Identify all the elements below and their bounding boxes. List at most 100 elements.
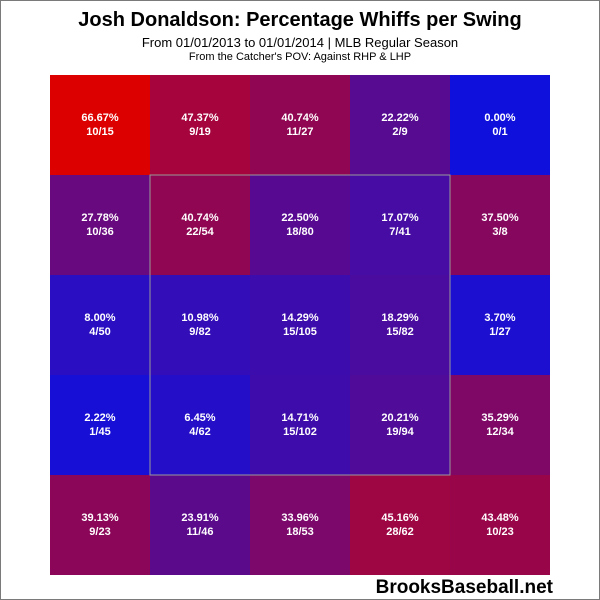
- chart-note: From the Catcher's POV: Against RHP & LH…: [188, 51, 412, 63]
- zone-cell-r0-c1: 47.37% 9/19: [150, 75, 250, 175]
- chart-title: Josh Donaldson: Percentage Whiffs per Sw…: [78, 9, 522, 31]
- zone-cell-percent: 40.74%: [181, 212, 219, 224]
- zone-cell-percent: 17.07%: [381, 212, 419, 224]
- watermark: BrooksBaseball.net: [375, 577, 553, 598]
- zone-cell-count: 18/53: [286, 526, 314, 538]
- zone-cell-percent: 22.50%: [281, 212, 319, 224]
- zone-cell-count: 10/15: [86, 126, 114, 138]
- zone-cell-fill: [250, 75, 350, 175]
- zone-cell-percent: 3.70%: [484, 312, 515, 324]
- zone-cell-r4-c3: 45.16% 28/62: [350, 475, 450, 575]
- zone-cell-count: 10/23: [486, 526, 514, 538]
- zone-cell-percent: 23.91%: [181, 512, 219, 524]
- zone-cell-percent: 47.37%: [181, 112, 219, 124]
- zone-cell-fill: [450, 275, 550, 375]
- zone-cell-count: 11/27: [287, 126, 314, 138]
- zone-cell-r3-c2: 14.71% 15/102: [250, 375, 350, 475]
- zone-cell-count: 28/62: [386, 526, 414, 538]
- zone-cell-percent: 14.29%: [281, 312, 319, 324]
- zone-cell-fill: [150, 475, 250, 575]
- zone-cell-percent: 18.29%: [381, 312, 419, 324]
- zone-cell-percent: 39.13%: [81, 512, 119, 524]
- zone-cell-fill: [50, 275, 150, 375]
- zone-cell-count: 19/94: [386, 426, 414, 438]
- zone-cell-fill: [450, 475, 550, 575]
- zone-cell-r2-c4: 3.70% 1/27: [450, 275, 550, 375]
- zone-cell-percent: 6.45%: [184, 412, 215, 424]
- chart-subtitle: From 01/01/2013 to 01/01/2014 | MLB Regu…: [141, 35, 459, 50]
- zone-cell-percent: 0.00%: [484, 112, 515, 124]
- zone-cell-percent: 43.48%: [481, 512, 519, 524]
- zone-cell-count: 10/36: [86, 226, 114, 238]
- zone-cell-percent: 22.22%: [381, 112, 419, 124]
- zone-cell-count: 3/8: [492, 226, 507, 238]
- zone-cell-r1-c0: 27.78% 10/36: [50, 175, 150, 275]
- zone-cell-fill: [150, 275, 250, 375]
- zone-cell-percent: 66.67%: [81, 112, 119, 124]
- zone-cell-count: 9/23: [89, 526, 110, 538]
- zone-cell-fill: [450, 375, 550, 475]
- strike-zone-outline: [149, 174, 451, 476]
- zone-cell-count: 1/27: [489, 326, 510, 338]
- zone-cell-r2-c0: 8.00% 4/50: [50, 275, 150, 375]
- zone-cell-r1-c3: 17.07% 7/41: [350, 175, 450, 275]
- zone-cell-fill: [50, 375, 150, 475]
- zone-cell-r4-c4: 43.48% 10/23: [450, 475, 550, 575]
- zone-cell-r4-c0: 39.13% 9/23: [50, 475, 150, 575]
- zone-cell-r2-c1: 10.98% 9/82: [150, 275, 250, 375]
- zone-cell-percent: 10.98%: [181, 312, 219, 324]
- zone-cell-fill: [50, 475, 150, 575]
- zone-cell-count: 12/34: [486, 426, 514, 438]
- zone-cell-fill: [150, 175, 250, 275]
- zone-cell-fill: [250, 375, 350, 475]
- zone-cell-count: 22/54: [186, 226, 214, 238]
- zone-cell-fill: [450, 75, 550, 175]
- zone-cell-count: 9/19: [189, 126, 210, 138]
- zone-cell-r1-c2: 22.50% 18/80: [250, 175, 350, 275]
- zone-cell-percent: 35.29%: [481, 412, 519, 424]
- zone-cell-percent: 33.96%: [281, 512, 319, 524]
- zone-cell-count: 15/82: [386, 326, 414, 338]
- zone-cell-count: 1/45: [89, 426, 110, 438]
- zone-cell-count: 2/9: [392, 126, 407, 138]
- zone-cell-percent: 20.21%: [381, 412, 419, 424]
- zone-cell-r1-c1: 40.74% 22/54: [150, 175, 250, 275]
- zone-cell-fill: [350, 275, 450, 375]
- zone-cell-percent: 27.78%: [81, 212, 119, 224]
- zone-cell-count: 7/41: [389, 226, 410, 238]
- zone-cell-fill: [350, 475, 450, 575]
- zone-cell-fill: [50, 75, 150, 175]
- zone-cell-fill: [150, 375, 250, 475]
- zone-cell-fill: [250, 175, 350, 275]
- zone-cell-r4-c1: 23.91% 11/46: [150, 475, 250, 575]
- zone-cell-r3-c3: 20.21% 19/94: [350, 375, 450, 475]
- zone-cell-fill: [50, 175, 150, 275]
- zone-cell-r2-c2: 14.29% 15/105: [250, 275, 350, 375]
- zone-cell-r3-c0: 2.22% 1/45: [50, 375, 150, 475]
- zone-cell-fill: [250, 475, 350, 575]
- zone-cell-count: 11/46: [187, 526, 214, 538]
- zone-cell-fill: [250, 275, 350, 375]
- zone-cell-fill: [350, 375, 450, 475]
- zone-cell-count: 15/102: [283, 426, 317, 438]
- zone-cell-count: 18/80: [286, 226, 314, 238]
- zone-cell-percent: 45.16%: [381, 512, 419, 524]
- zone-cell-r1-c4: 37.50% 3/8: [450, 175, 550, 275]
- zone-cell-r0-c4: 0.00% 0/1: [450, 75, 550, 175]
- zone-cell-r0-c2: 40.74% 11/27: [250, 75, 350, 175]
- zone-cell-count: 4/50: [89, 326, 110, 338]
- zone-cell-r2-c3: 18.29% 15/82: [350, 275, 450, 375]
- zone-cell-count: 15/105: [283, 326, 317, 338]
- zone-cell-r4-c2: 33.96% 18/53: [250, 475, 350, 575]
- zone-cell-percent: 8.00%: [84, 312, 115, 324]
- zone-cell-r3-c1: 6.45% 4/62: [150, 375, 250, 475]
- zone-cell-fill: [350, 75, 450, 175]
- zone-cell-percent: 37.50%: [481, 212, 519, 224]
- zone-cell-percent: 14.71%: [281, 412, 319, 424]
- zone-cell-fill: [150, 75, 250, 175]
- zone-cell-r0-c3: 22.22% 2/9: [350, 75, 450, 175]
- zone-cell-fill: [350, 175, 450, 275]
- zone-cell-percent: 40.74%: [281, 112, 319, 124]
- zone-cell-fill: [450, 175, 550, 275]
